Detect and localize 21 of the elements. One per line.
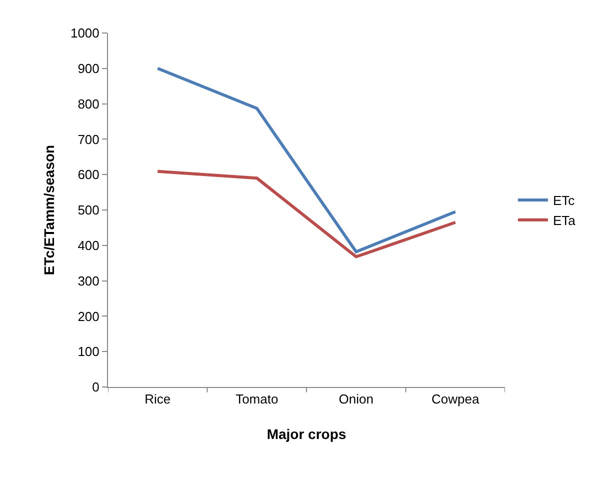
x-tick-label: Rice [144, 392, 171, 407]
y-tick-label: 400 [78, 238, 100, 253]
y-tick-label: 1000 [70, 26, 100, 41]
y-tick-label: 600 [78, 167, 100, 182]
line-series [156, 66, 457, 254]
y-tick-label: 0 [92, 380, 100, 395]
y-tick-label: 300 [78, 273, 100, 288]
y-tick-label: 200 [78, 308, 100, 324]
x-tick-label: Cowpea [432, 392, 480, 407]
y-tick-label: 900 [78, 60, 100, 76]
x-tick-label: Onion [338, 392, 374, 407]
legend-label: ETa [552, 212, 576, 228]
x-tick-label: Tomato [236, 392, 278, 407]
line-series [156, 170, 457, 258]
y-tick-label: 100 [78, 344, 100, 360]
x-axis-title: Major crops [266, 426, 346, 442]
y-tick-label: 700 [78, 132, 100, 147]
y-axis-title: ETc/ETamm/season [41, 144, 58, 276]
y-tick-label: 500 [78, 202, 100, 218]
y-tick-label: 800 [78, 96, 100, 112]
legend-label: ETc [552, 193, 576, 208]
